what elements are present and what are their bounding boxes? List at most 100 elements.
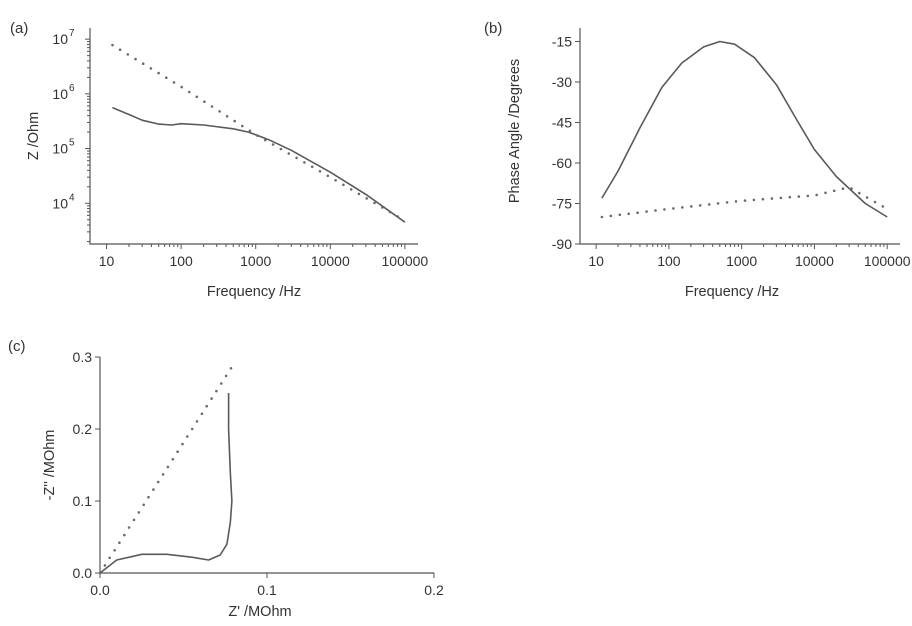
series-dot-point [141, 62, 145, 65]
series-dot-point [224, 374, 228, 378]
series-dot-point [180, 85, 183, 89]
series-dot-point [609, 214, 613, 218]
series-dot-point [103, 564, 107, 567]
series-dot-point [186, 435, 189, 438]
y-tick-exponent: 7 [69, 28, 75, 39]
series-dot-point [156, 480, 160, 484]
series-dot-point [770, 197, 774, 200]
series-dot-point [806, 194, 810, 198]
series-dot-point [881, 205, 885, 208]
series-dot-point [645, 210, 648, 213]
series-dot-point [388, 210, 392, 214]
series-dot-point [165, 76, 168, 79]
y-tick-label: 10 [52, 86, 68, 102]
panel-c: (c) 0.0 0.1 0.2 0.0 0.1 0.2 0.3 Z' /MOhm -Z'' /MO… [8, 338, 444, 620]
series-solid-line [601, 40, 888, 218]
series-dot-point [123, 533, 126, 537]
series-dot-point [147, 495, 150, 499]
x-tick-label: 100000 [864, 253, 911, 269]
series-dot-point [690, 205, 693, 208]
series-dot-point [279, 147, 283, 151]
x-tick-label: 100 [657, 253, 681, 269]
series-dot-point [195, 420, 199, 423]
series-dot-point [357, 192, 361, 196]
series-dot-point [716, 202, 720, 205]
series-dot-point [111, 43, 114, 47]
x-tick-label: 10 [588, 253, 604, 269]
series-dot-point [132, 518, 136, 522]
y-axis-title: Phase Angle /Degrees [507, 59, 523, 203]
series-dot-point [233, 119, 236, 123]
axes [89, 28, 418, 245]
x-axis-title: Frequency /Hz [207, 284, 301, 300]
x-tick-label: 100000 [382, 253, 429, 269]
series-dot-point [152, 488, 155, 491]
y-tick-label: 0.0 [73, 565, 93, 581]
series-dot-point [858, 191, 861, 195]
series-dot-point [256, 134, 259, 137]
x-axis-title: Z' /MOhm [228, 604, 291, 620]
series-dot-point [365, 197, 369, 200]
series-dot-point [210, 397, 213, 400]
panel-b: (b) 10 100 1000 10000 100000 -15 -30 -45 -60 -75 -9… [484, 20, 911, 300]
series-solid-line [99, 393, 233, 574]
y-tick-label: -75 [552, 196, 572, 212]
series-dot-point [788, 195, 792, 199]
x-tick-label: 10 [99, 253, 115, 269]
series-solid-line [112, 106, 406, 223]
series-dot-point [118, 541, 121, 544]
series-dot-point [334, 179, 337, 182]
x-tick-label: 1000 [240, 253, 271, 269]
series-dot-point [188, 90, 191, 94]
y-tick-exponent: 5 [69, 138, 75, 149]
series-dot-point [108, 556, 111, 560]
x-axis-title: Frequency /Hz [685, 284, 779, 300]
axes [99, 357, 434, 574]
series-dot-point [627, 212, 630, 216]
series-dot-point [824, 191, 827, 195]
series-dot-point [600, 215, 604, 219]
series-dot-point [618, 213, 622, 217]
series-dot-point [218, 110, 221, 113]
y-tick-label: 10 [52, 195, 68, 211]
series-dot-point [172, 81, 176, 84]
series-dot-point [310, 165, 314, 169]
x-tick-label: 10000 [795, 253, 834, 269]
series-dot-point [797, 195, 801, 198]
series-dot-point [865, 196, 869, 199]
series-dot-point [195, 95, 199, 99]
x-tick-label: 100 [169, 253, 193, 269]
series-dot-point [205, 404, 208, 408]
y-tick-label: -90 [552, 236, 572, 252]
series-dot-point [725, 201, 729, 204]
series-dot-point [373, 201, 376, 205]
series-dot-point [166, 465, 170, 469]
series-dot-point [381, 206, 384, 209]
series-dot-point [264, 138, 267, 142]
x-tick-label: 0.2 [424, 582, 444, 598]
y-tick-label: 0.2 [73, 421, 93, 437]
series-dot-point [200, 412, 204, 416]
y-tick-label: -45 [552, 115, 572, 131]
series-dot-point [396, 215, 400, 218]
y-tick-label: -30 [552, 74, 572, 90]
series-dot-point [654, 209, 657, 212]
series-dot-point [248, 129, 252, 133]
x-tick-label: 10000 [311, 253, 350, 269]
series-dot-point [832, 189, 836, 193]
y-tick-label: 10 [52, 31, 68, 47]
series-dot-point [342, 183, 345, 187]
y-tick-exponent: 6 [69, 83, 75, 94]
series-dot-point [134, 57, 137, 61]
panel-label: (c) [8, 338, 26, 355]
series-dot-point [752, 198, 756, 202]
series-dot-point [663, 208, 666, 211]
series-dot-point [137, 511, 141, 514]
y-tick-label: -60 [552, 155, 572, 171]
series-dot-point [841, 187, 845, 190]
series-dot-point [303, 161, 306, 164]
y-axis-title: Z /Ohm [26, 112, 42, 160]
series-dot-point [118, 48, 122, 51]
x-tick-label: 1000 [726, 253, 757, 269]
